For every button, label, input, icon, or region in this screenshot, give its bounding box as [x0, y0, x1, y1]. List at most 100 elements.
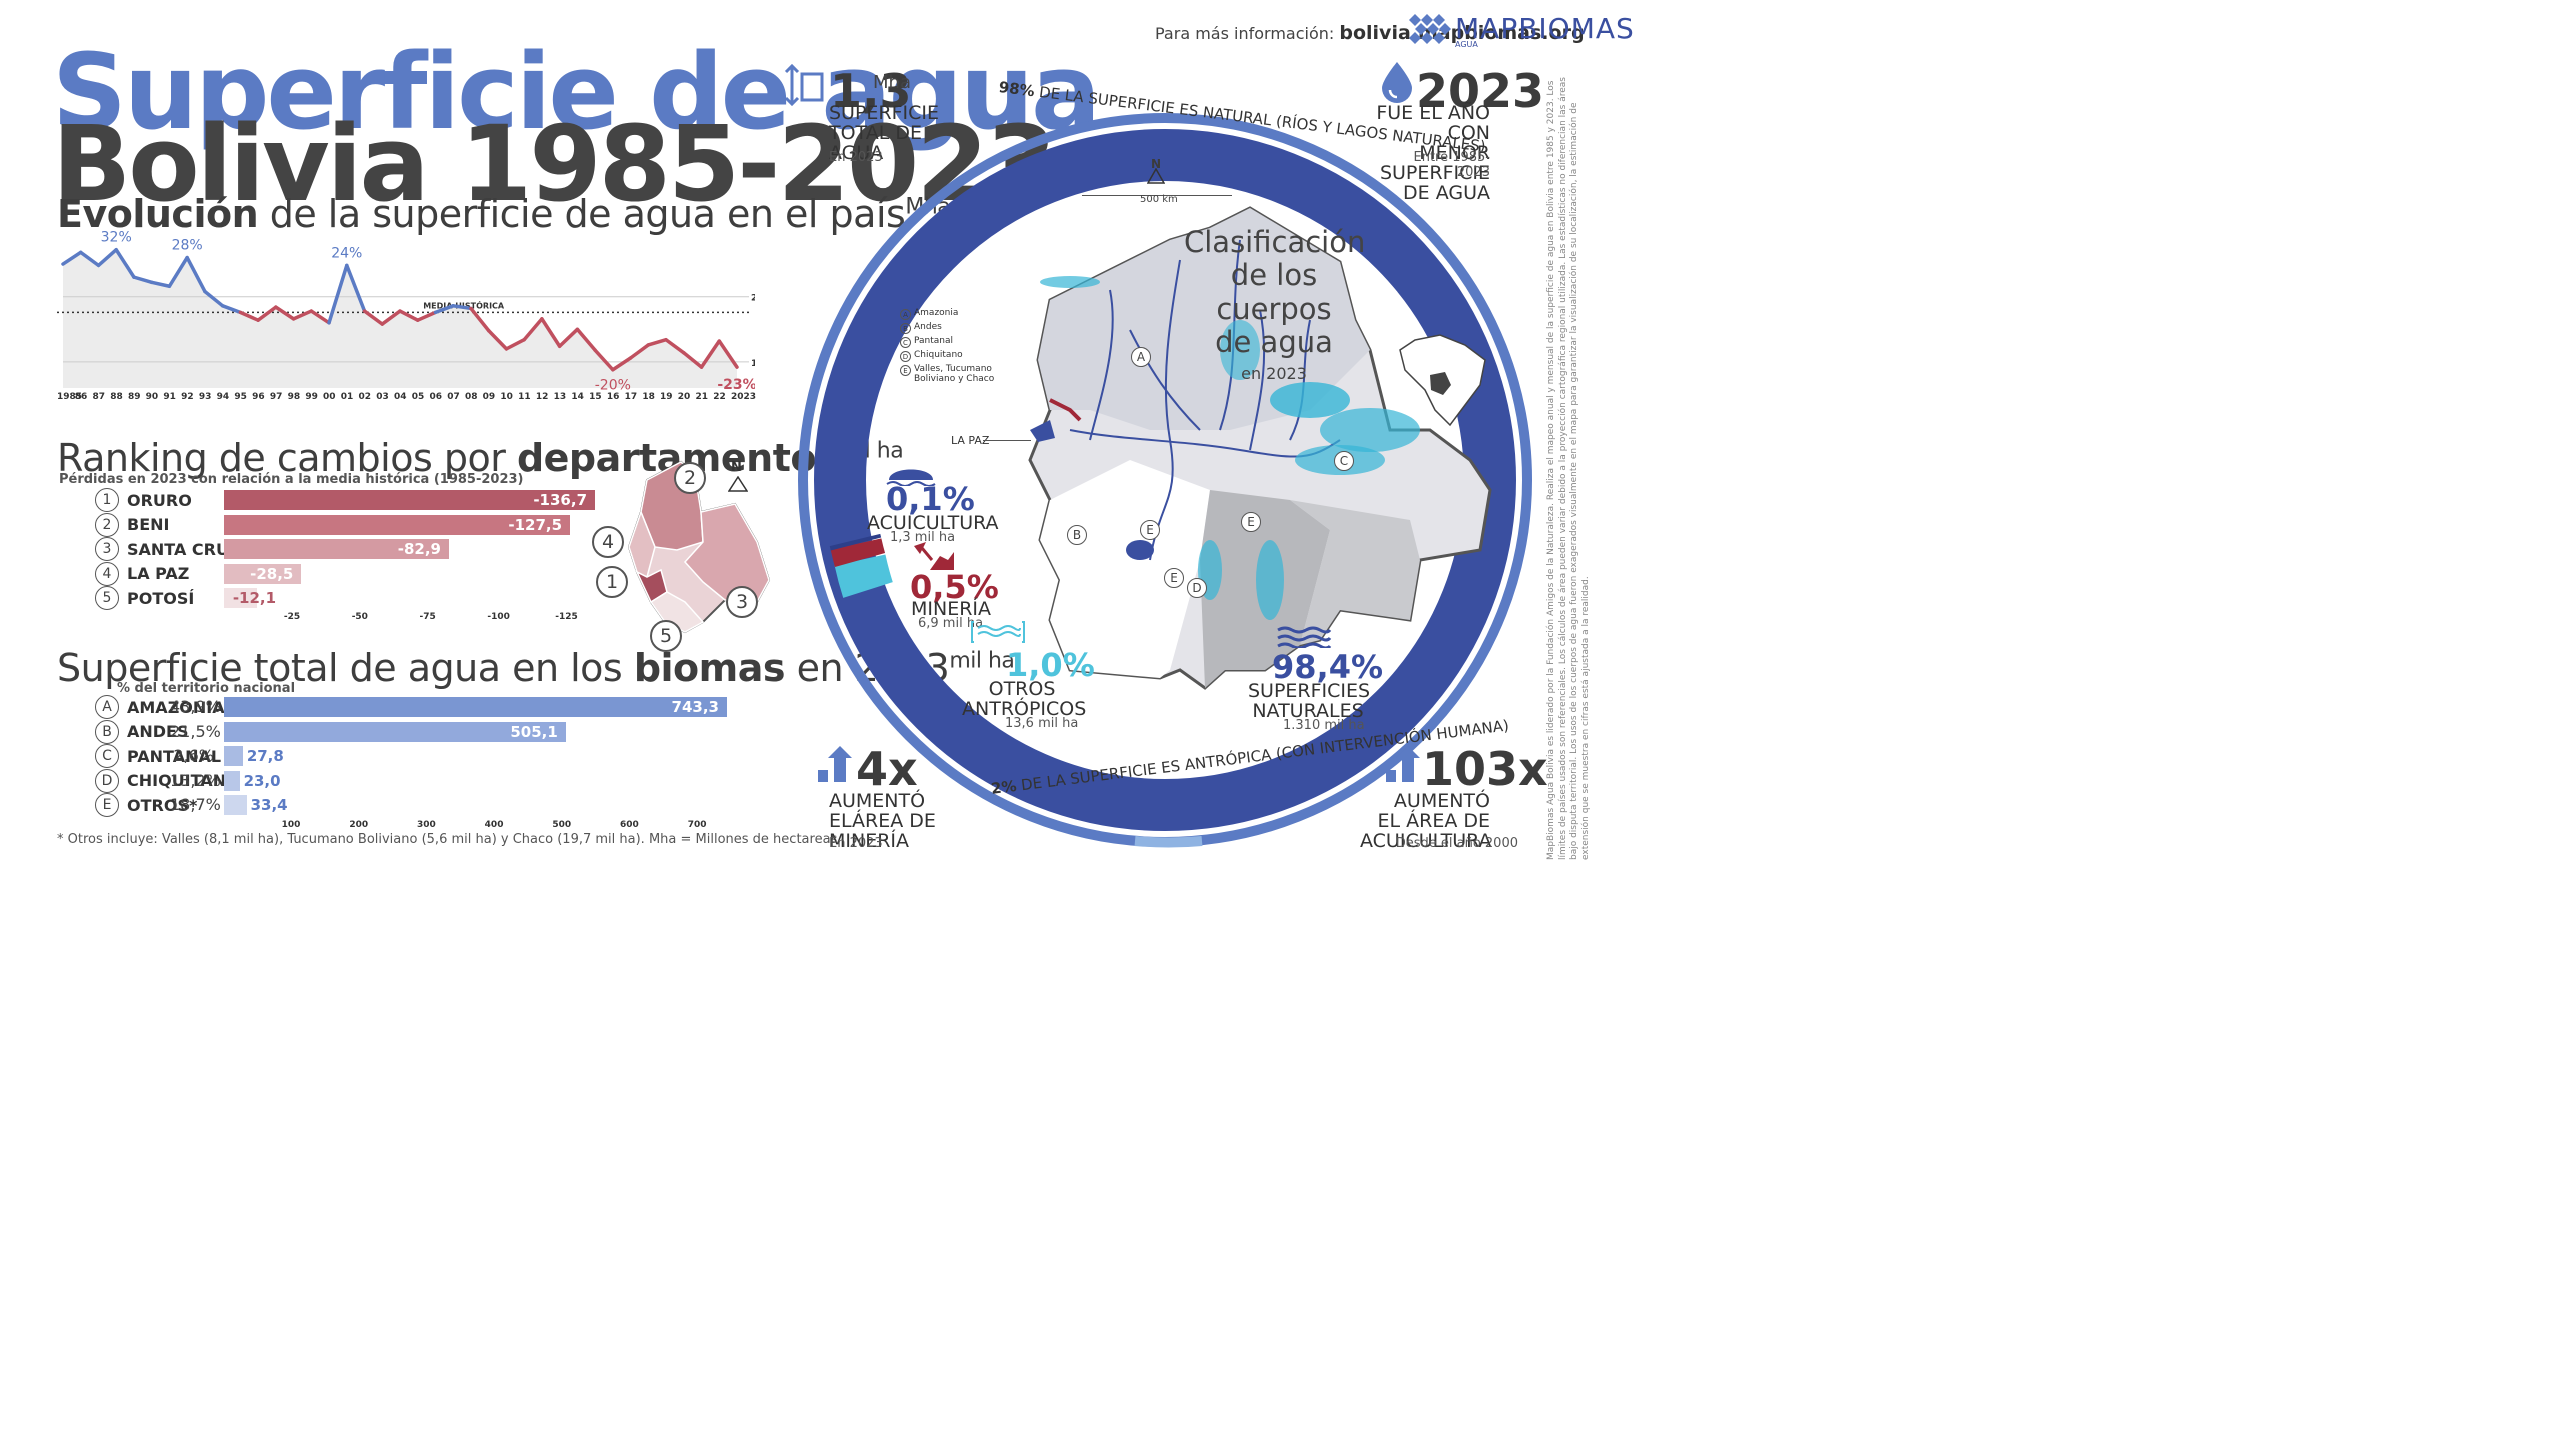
year-value: 2023 — [1416, 64, 1545, 118]
line-segment — [256, 305, 278, 322]
map-marker-5: 5 — [650, 620, 682, 652]
ranking-bar: -127,5 — [224, 514, 571, 535]
mapbiomas-logo-text: MAPBIOMAS — [1455, 12, 1635, 45]
year-tick-label: 93 — [198, 392, 212, 402]
mining-increase-icon — [818, 746, 852, 782]
ranking-bar-value: -127,5 — [508, 515, 563, 534]
biome-label: PANTANAL — [127, 746, 222, 766]
ranking-bar: -28,5 — [224, 563, 302, 584]
biome-tick-label: 200 — [349, 820, 369, 830]
line-segment — [628, 343, 651, 360]
map-north-label: N — [1151, 157, 1162, 171]
mean-label: MEDIA HISTÓRICA — [423, 299, 505, 310]
biome-tick-label: 400 — [484, 820, 504, 830]
la-paz-leader — [983, 440, 1031, 441]
surface-caption: SUPERFICIE TOTAL DE AGUA — [829, 103, 939, 164]
line-segment — [78, 250, 101, 268]
aquaculture-increase-value: 103x — [1422, 742, 1548, 796]
ranking-row: 5 POTOSÍ — [95, 586, 194, 610]
biome-letter: C — [95, 744, 119, 768]
area-expand-icon — [784, 64, 824, 106]
biomes-footnote: * Otros incluye: Valles (8,1 mil ha), Tu… — [57, 832, 838, 847]
ranking-bar-value: -136,7 — [533, 491, 587, 509]
line-segment — [611, 356, 633, 372]
line-segment — [132, 275, 154, 285]
line-annotation: 24% — [331, 245, 362, 261]
year-tick-label: 21 — [695, 392, 709, 402]
natural-surfaces-pct: 98,4% — [1272, 648, 1384, 686]
biome-letter: D — [95, 768, 119, 793]
map-north-arrow-icon — [1147, 168, 1165, 184]
ranking-label: BENI — [127, 515, 170, 534]
year-tick-label: 99 — [305, 392, 318, 402]
ranking-number: 1 — [95, 488, 119, 512]
mining-increase-caption-2: ELÁREA DE — [829, 809, 936, 832]
biome-tick-label: 500 — [552, 820, 572, 830]
biome-bar-value: 505,1 — [510, 722, 558, 741]
line-annotation: 32% — [101, 230, 132, 246]
mapbiomas-logo-icon — [1405, 10, 1453, 48]
line-segment — [469, 306, 491, 333]
line-segment — [220, 304, 243, 315]
year-tick-label: 12 — [535, 392, 549, 402]
line-segment — [274, 305, 296, 321]
year-axis: 1985 86 87 88 89 90 91 92 93 94 95 96 97 98 99 00 01 02 03… — [57, 392, 756, 406]
mapbiomas-logo-sub: AGUA — [1455, 40, 1478, 49]
north-arrow-icon — [728, 476, 748, 492]
year-tick-label: 05 — [411, 392, 425, 402]
natural-surfaces-label-2: NATURALES — [1252, 699, 1364, 722]
biome-row: D CHIQUITANO — [95, 768, 240, 793]
ranking-number: 5 — [95, 586, 119, 610]
biome-tick-label: 600 — [620, 820, 639, 830]
surface-value: 1,3 — [830, 64, 912, 118]
mining-increase-caption-3: MINERÍA — [829, 829, 910, 852]
aquaculture-label: ACUICULTURA — [867, 512, 999, 534]
year-tick-label: 10 — [500, 392, 513, 402]
aquaculture-icon — [886, 469, 936, 486]
biome-bar: 743,3 — [224, 697, 727, 717]
other-anthropic-label-1: OTROS — [988, 678, 1056, 700]
info-url[interactable]: bolivia.mapbiomas.org — [1339, 22, 1585, 44]
biome-row: C PANTANAL — [95, 744, 221, 768]
biome-bar: 23,0 — [224, 770, 281, 791]
biome-label: CHIQUITANO — [127, 771, 240, 790]
aquaculture-pct: 0,1% — [886, 480, 975, 518]
biome-bar-value: 33,4 — [250, 796, 288, 814]
line-segment — [238, 310, 260, 322]
map-biome-D: D — [1187, 578, 1207, 598]
year-tick-label: 19 — [660, 392, 673, 402]
year-tick-label: 90 — [145, 392, 159, 402]
scale-bar — [1082, 188, 1232, 196]
year-tick-label: 89 — [127, 392, 141, 402]
year-tick-label: 94 — [216, 392, 230, 402]
line-segment — [345, 263, 367, 313]
year-tick-label: 09 — [482, 392, 496, 402]
biome-bar: 33,4 — [224, 795, 288, 815]
legend-item: E Valles, Tucumano Boliviano y Chaco — [900, 364, 1000, 385]
year-tick-label: 02 — [358, 392, 372, 402]
legend-letter: A — [900, 309, 911, 320]
ranking-row: 3 SANTA CRUZ — [95, 537, 241, 561]
biome-row: A AMAZONIA — [95, 695, 225, 719]
map-legend: A Amazonia B Andes C Pantanal D Chiquitano E Vall… — [900, 308, 1000, 387]
biome-bar-value: 27,8 — [246, 747, 284, 765]
ranking-bar: -12,1 — [224, 588, 276, 608]
biome-row: E OTROS* — [95, 793, 197, 817]
year-tick-label: 07 — [447, 392, 460, 402]
biome-letter: E — [95, 793, 119, 817]
line-segment — [504, 337, 526, 351]
ranking-label: POTOSÍ — [127, 588, 195, 608]
legend-letter: B — [900, 323, 911, 334]
year-tick-label: 14 — [571, 392, 584, 402]
legend-label: Andes — [914, 322, 942, 332]
map-biome-E1: E — [1140, 520, 1160, 540]
biome-tick-label: 300 — [417, 820, 436, 830]
line-segment — [291, 309, 314, 321]
year-tick-label: 18 — [642, 392, 655, 402]
line-segment — [309, 309, 331, 325]
line-segment — [486, 328, 509, 351]
surface-caption-2: TOTAL DE — [829, 121, 922, 144]
biome-pct: 21,5% — [170, 721, 221, 741]
biome-pct: 18,7% — [170, 795, 221, 814]
ranking-bar-value: -12,1 — [232, 589, 277, 607]
